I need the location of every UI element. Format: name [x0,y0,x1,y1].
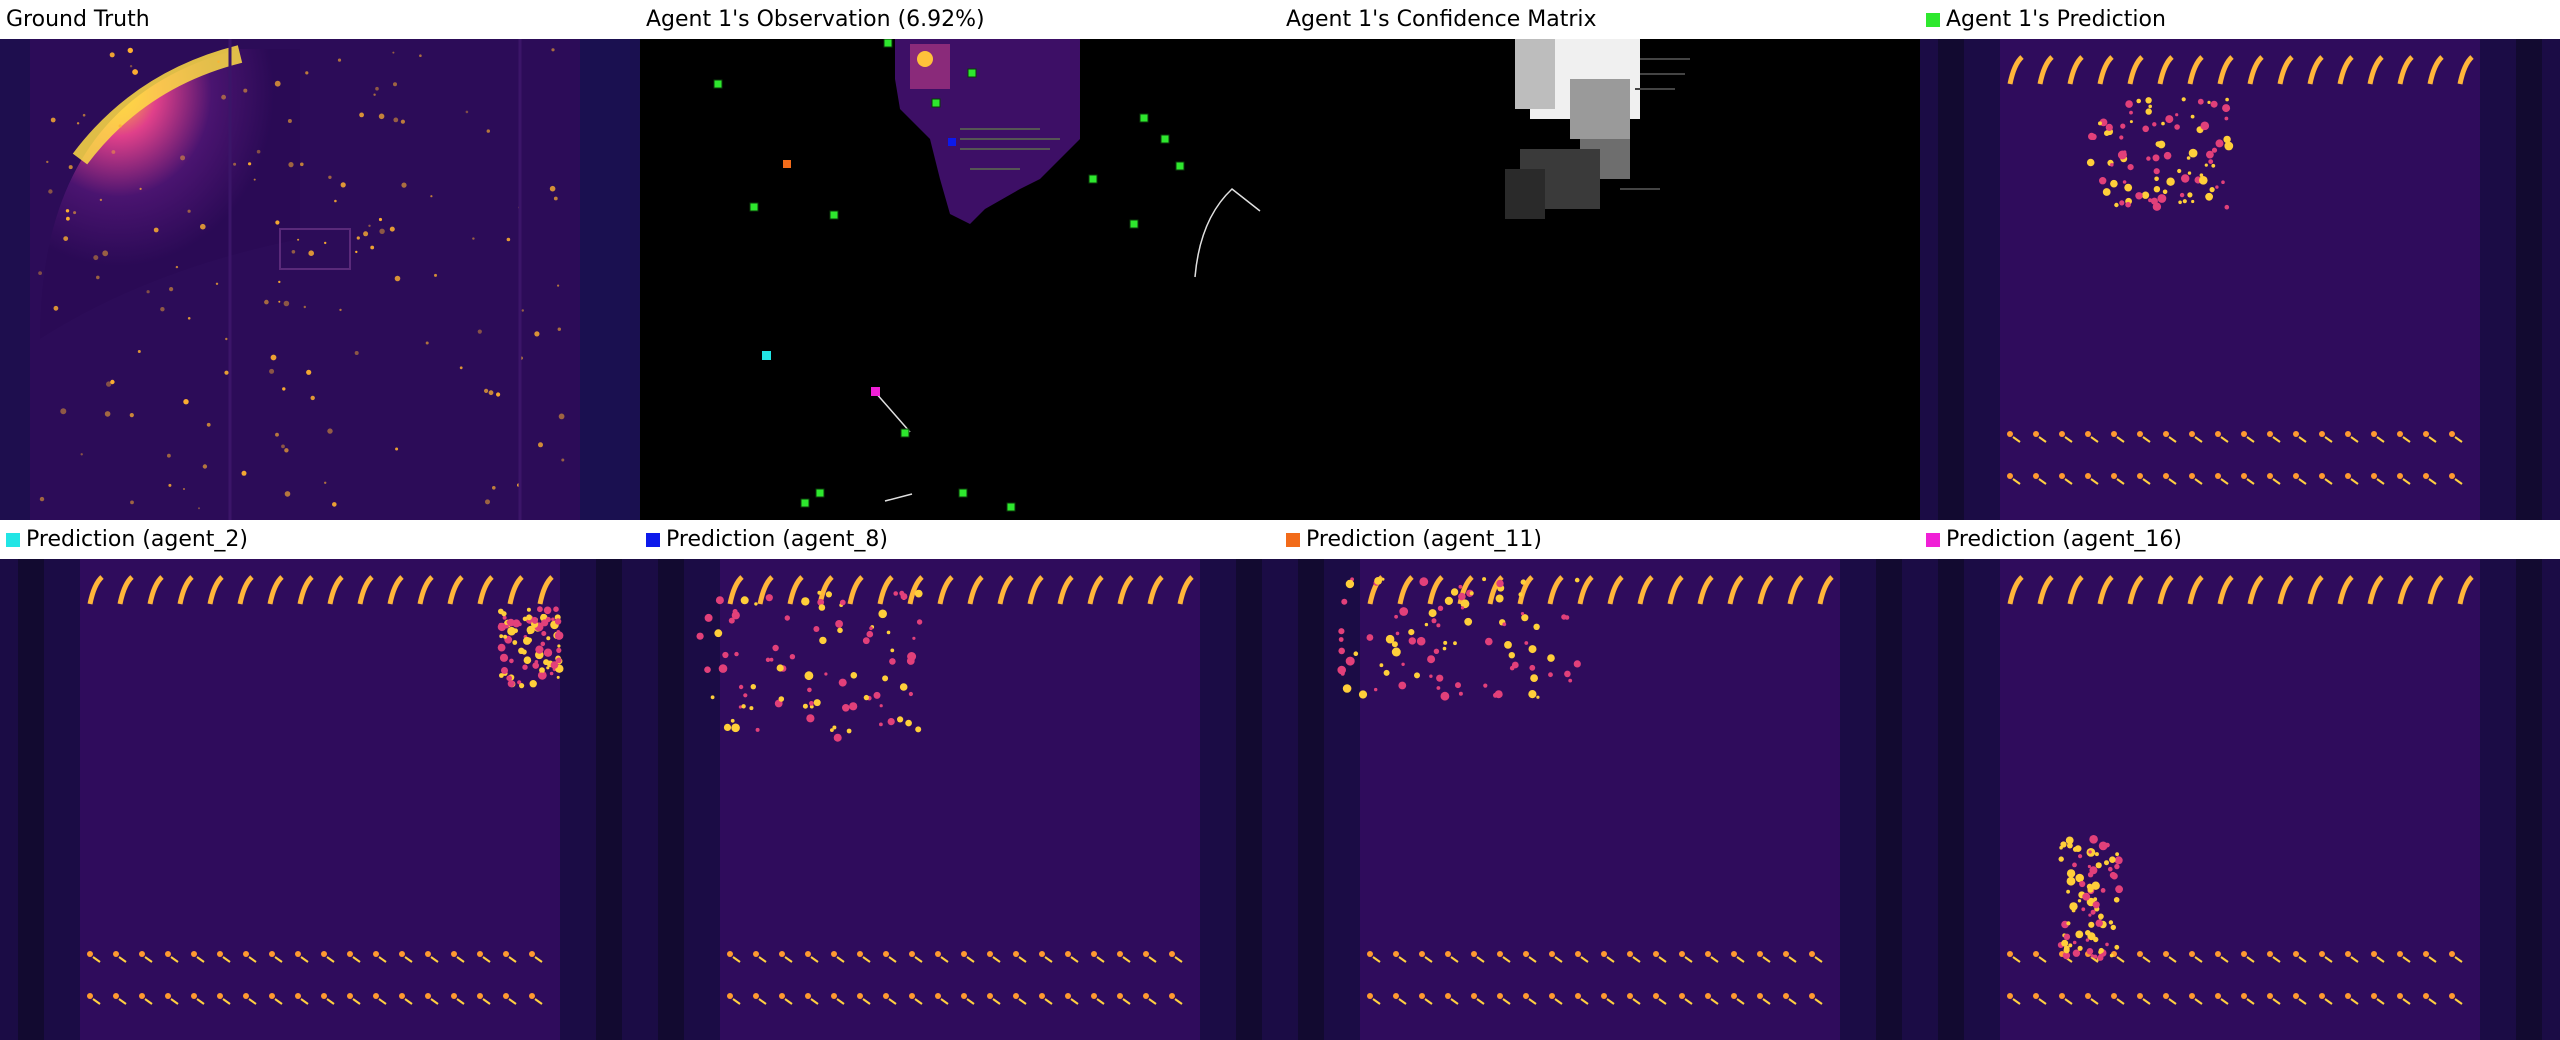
panel-title: Prediction (agent_2) [26,527,248,552]
panel-title: Agent 1's Prediction [1946,7,2166,32]
panel-agent1-prediction: Agent 1's Prediction [1920,0,2560,520]
agent11-color-swatch [1286,532,1300,547]
panel-header: Agent 1's Observation (6.92%) [640,0,1280,39]
panel-title: Agent 1's Observation (6.92%) [646,7,985,32]
panel-header: Ground Truth [0,0,640,39]
panel-header: Prediction (agent_8) [640,520,1280,559]
panel-title: Agent 1's Confidence Matrix [1286,7,1597,32]
panel-header: Prediction (agent_16) [1920,520,2560,559]
agent11-prediction-image [1280,559,1920,1040]
agent8-prediction-image [640,559,1280,1040]
panel-header: Prediction (agent_2) [0,520,640,559]
confidence-image [1280,39,1920,520]
agent2-color-swatch [6,532,20,547]
panel-agent8-prediction: Prediction (agent_8) [640,520,1280,1040]
agent1-prediction-image [1920,39,2560,520]
ground-truth-image [0,39,640,520]
panel-confidence: Agent 1's Confidence Matrix [1280,0,1920,520]
panel-agent11-prediction: Prediction (agent_11) [1280,520,1920,1040]
panel-title: Prediction (agent_16) [1946,527,2182,552]
panel-title: Prediction (agent_8) [666,527,888,552]
panel-title: Prediction (agent_11) [1306,527,1542,552]
panel-ground-truth: Ground Truth [0,0,640,520]
panel-observation: Agent 1's Observation (6.92%) [640,0,1280,520]
panel-header: Agent 1's Prediction [1920,0,2560,39]
panel-header: Prediction (agent_11) [1280,520,1920,559]
agent8-color-swatch [646,532,660,547]
agent16-prediction-image [1920,559,2560,1040]
observation-image [640,39,1280,520]
agent2-prediction-image [0,559,640,1040]
panel-agent2-prediction: Prediction (agent_2) [0,520,640,1040]
panel-agent16-prediction: Prediction (agent_16) [1920,520,2560,1040]
panel-header: Agent 1's Confidence Matrix [1280,0,1920,39]
agent1-color-swatch [1926,12,1940,27]
agent16-color-swatch [1926,532,1940,547]
panel-title: Ground Truth [6,7,150,32]
